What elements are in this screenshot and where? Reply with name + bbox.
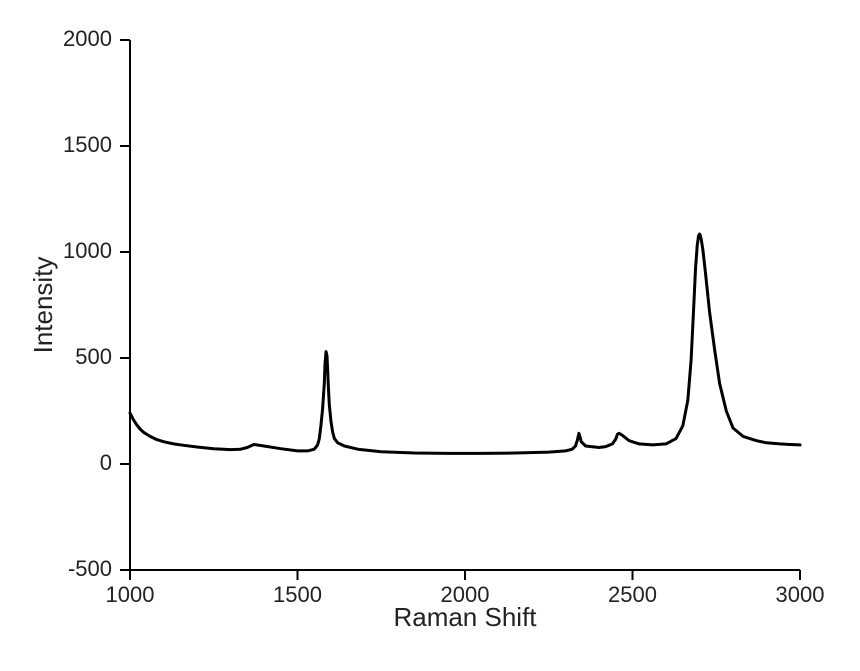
- y-tick-label: 2000: [63, 26, 112, 51]
- y-tick-label: 500: [75, 344, 112, 369]
- x-axis-title: Raman Shift: [393, 602, 537, 632]
- y-axis-title: Intensity: [28, 257, 58, 354]
- x-tick-label: 1000: [106, 582, 155, 607]
- y-tick-label: 1000: [63, 238, 112, 263]
- x-tick-label: 1500: [273, 582, 322, 607]
- y-tick-label: 1500: [63, 132, 112, 157]
- x-tick-label: 2500: [608, 582, 657, 607]
- y-tick-label: 0: [100, 450, 112, 475]
- raman-spectrum-chart: 10001500200025003000-5000500100015002000…: [0, 0, 860, 671]
- x-tick-label: 3000: [776, 582, 825, 607]
- y-tick-label: -500: [68, 556, 112, 581]
- chart-svg: 10001500200025003000-5000500100015002000…: [0, 0, 860, 671]
